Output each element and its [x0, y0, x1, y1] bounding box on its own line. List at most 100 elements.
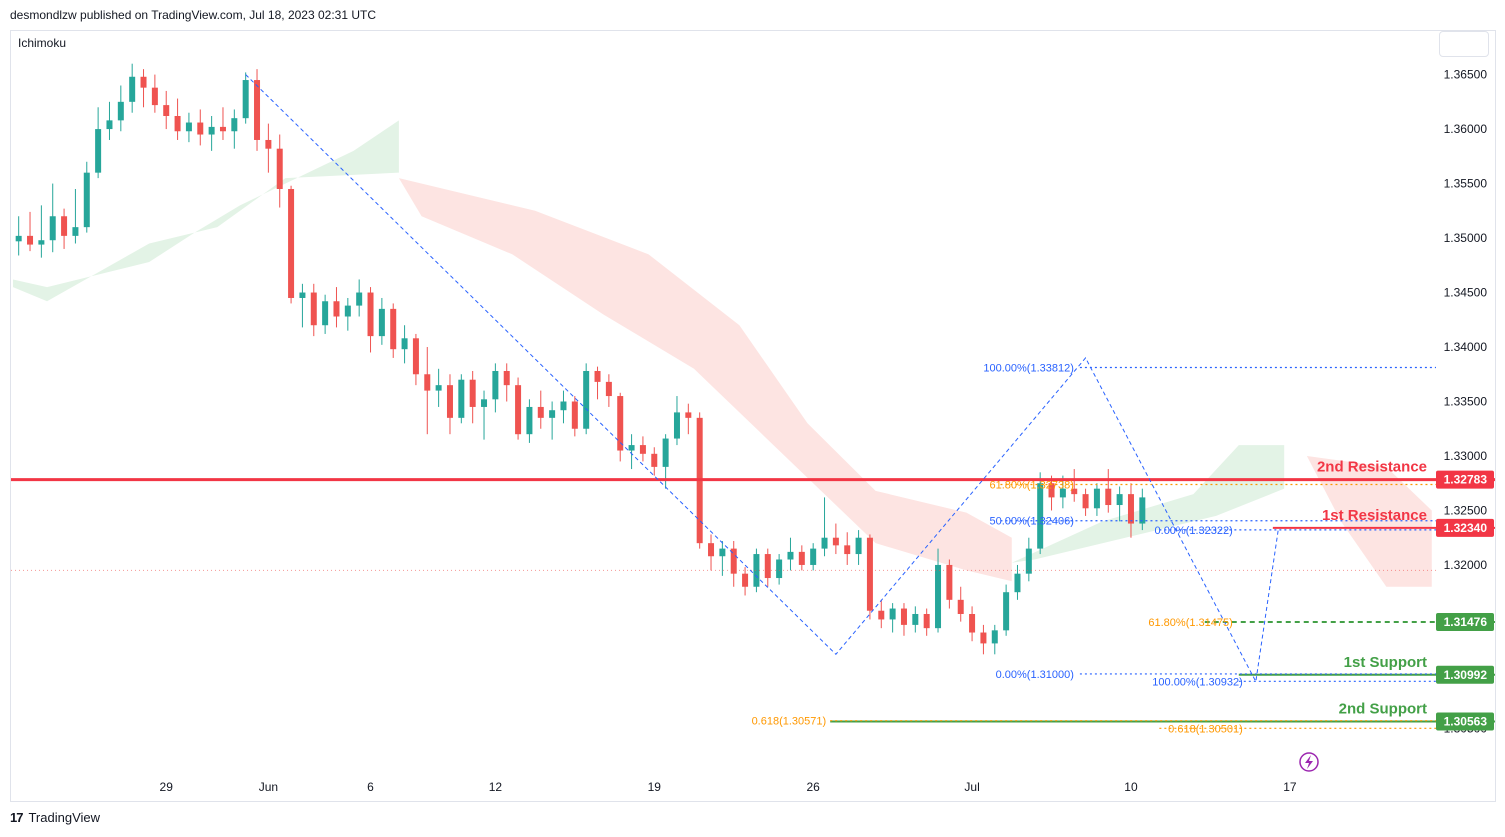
candle-body	[662, 438, 669, 467]
candle-body	[764, 554, 771, 579]
candle-body	[526, 406, 533, 435]
candle-body	[481, 399, 488, 407]
candle-body	[356, 292, 363, 306]
zigzag-trendline	[245, 74, 1280, 684]
candle-body	[219, 126, 226, 132]
price-tag: 1.31476	[1436, 613, 1494, 632]
candle-body	[651, 453, 658, 467]
cloud-bullish-band-2	[1011, 445, 1285, 563]
price-axis: 1.36500 1.36000 1.35500 1.35000 1.34500 1.340…	[1436, 68, 1494, 735]
candle-body	[1105, 488, 1112, 506]
price-tick-label: 1.32000	[1444, 558, 1488, 572]
candle-body	[231, 118, 238, 132]
candle-body	[310, 292, 317, 326]
candle-body	[980, 632, 987, 644]
candle-body	[549, 410, 556, 418]
fib-label: 61.80%(1.32738)	[989, 480, 1073, 492]
candle-body	[673, 412, 680, 439]
resistance-1-label: 1st Resistance	[1322, 507, 1427, 524]
time-tick-label: Jul	[964, 780, 979, 794]
candle-body	[72, 227, 79, 236]
publisher-caption: desmondlzw published on TradingView.com,…	[10, 8, 376, 22]
candle-body	[537, 406, 544, 418]
support-1-label: 1st Support	[1344, 654, 1427, 671]
fib-label: 0.618(1.30501)	[1168, 723, 1243, 735]
candle-body	[571, 401, 578, 429]
footer-brand[interactable]: 17 TradingView	[10, 810, 100, 825]
candle-body	[106, 120, 113, 130]
candle-body	[401, 338, 408, 350]
candle-body	[446, 385, 453, 418]
candle-body	[1071, 488, 1078, 495]
price-tick-label: 1.36500	[1444, 68, 1488, 82]
candle-body	[95, 129, 102, 173]
candle-body	[435, 385, 442, 391]
candle-body	[1048, 483, 1055, 498]
candle-body	[38, 240, 45, 245]
candle-body	[798, 551, 805, 565]
time-axis: 29 Jun 6 12 19 26 Jul 10 17	[160, 780, 1297, 794]
price-tag-label: 1.30563	[1444, 715, 1488, 729]
candle-body	[742, 573, 749, 587]
candle-body	[776, 559, 783, 579]
price-tag-bg	[1436, 470, 1494, 489]
candle-body	[390, 308, 397, 350]
candle-body	[1037, 483, 1044, 549]
candle-body	[991, 630, 998, 644]
price-tick-label: 1.34500	[1444, 286, 1488, 300]
candle-body	[946, 564, 953, 600]
candle-body	[583, 370, 590, 429]
time-tick-label: 17	[1283, 780, 1297, 794]
candle-body	[1014, 573, 1021, 593]
fib-label: 100.00%(1.33812)	[983, 363, 1074, 375]
candle-body	[242, 80, 249, 119]
candle-body	[276, 148, 283, 190]
price-tag-label: 1.30992	[1444, 668, 1488, 682]
candle-body	[322, 301, 329, 326]
brand-name: TradingView	[28, 810, 101, 825]
candle-body	[151, 87, 158, 106]
candle-body	[197, 122, 204, 135]
time-tick-label: 29	[160, 780, 174, 794]
price-tick-label: 1.36000	[1444, 122, 1488, 136]
candle-body	[83, 172, 90, 228]
price-tag: 1.32783	[1436, 470, 1494, 489]
candle-body	[889, 608, 896, 620]
chart-frame	[10, 30, 1496, 802]
candle-body	[458, 379, 465, 418]
flash-icon[interactable]	[1299, 752, 1319, 772]
time-tick-label: Jun	[259, 780, 278, 794]
price-tag-bg	[1436, 518, 1494, 537]
candle-body	[594, 370, 601, 382]
candle-body	[560, 401, 567, 411]
candle-body	[288, 189, 295, 298]
candle-body	[832, 537, 839, 546]
price-tick-label: 1.33000	[1444, 449, 1488, 463]
candle-body	[185, 122, 192, 132]
ichimoku-cloud	[13, 120, 1432, 587]
chart-settings-button[interactable]	[1439, 31, 1489, 57]
candle-body	[61, 216, 68, 236]
candle-body	[1025, 548, 1032, 574]
cloud-bullish-band	[13, 120, 399, 302]
candle-body	[469, 379, 476, 407]
fib-label: 0.618(1.30571)	[752, 716, 827, 728]
candle-body	[367, 292, 374, 337]
candle-body	[1139, 497, 1146, 524]
candle-body	[1059, 488, 1066, 498]
candle-body	[492, 370, 499, 400]
indicator-name[interactable]: Ichimoku	[18, 36, 67, 50]
price-tag: 1.30563	[1436, 712, 1494, 731]
candle-body	[378, 308, 385, 337]
candle-body	[719, 548, 726, 557]
candle-body	[708, 543, 715, 557]
time-tick-label: 6	[367, 780, 374, 794]
price-tag: 1.32340	[1436, 518, 1494, 537]
price-tick-label: 1.32500	[1444, 503, 1488, 517]
candle-body	[163, 105, 170, 116]
fib-label: 0.00%(1.32322)	[1155, 525, 1233, 537]
price-tag-label: 1.32783	[1444, 473, 1488, 487]
candle-body	[628, 445, 635, 451]
drawings: 2nd Resistance 1st Resistance 1st Support 2…	[11, 74, 1495, 735]
